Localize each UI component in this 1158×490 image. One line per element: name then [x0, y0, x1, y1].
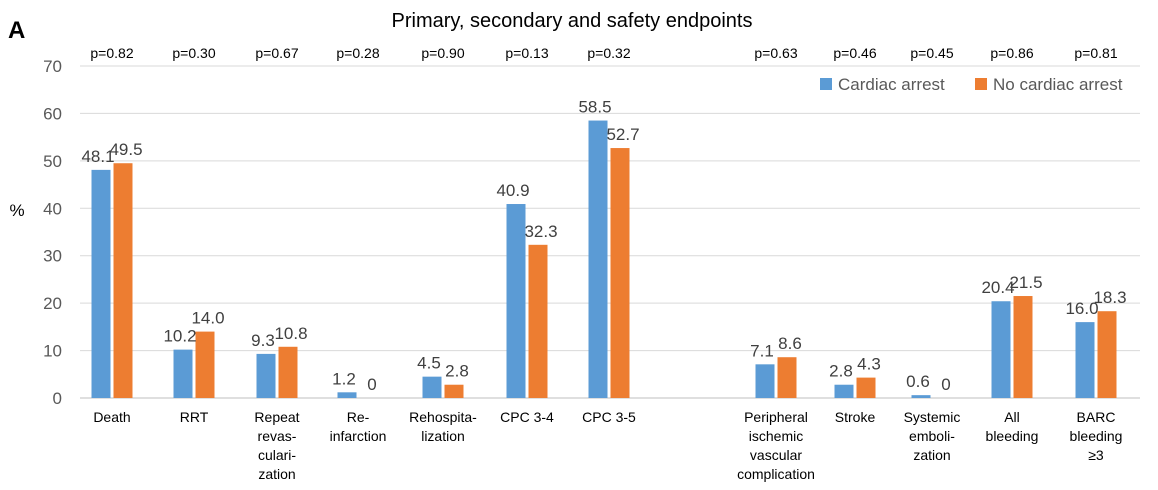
gridlines — [80, 65, 1140, 399]
p-value: p=0.28 — [336, 45, 379, 61]
p-value: p=0.30 — [172, 45, 215, 61]
data-label: 1.2 — [332, 369, 356, 388]
category-label: Rehospita-lization — [409, 409, 477, 444]
p-value: p=0.46 — [833, 45, 876, 61]
bar-cardiac-arrest — [337, 392, 357, 398]
p-values: p=0.82 p=0.30 p=0.67 p=0.28 p=0.90 p=0.13 p=0.… — [90, 45, 1117, 61]
category-label: Death — [93, 409, 130, 425]
p-value: p=0.63 — [754, 45, 797, 61]
bars — [91, 120, 1117, 399]
y-tick-label: 30 — [43, 247, 62, 266]
data-label: 4.5 — [417, 354, 441, 373]
category-label: RRT — [180, 409, 209, 425]
p-value: p=0.45 — [910, 45, 953, 61]
data-label: 21.5 — [1009, 273, 1042, 292]
p-value: p=0.67 — [255, 45, 298, 61]
data-label: 0.6 — [906, 372, 930, 391]
bar-no-cardiac-arrest — [113, 163, 133, 398]
data-label: 58.5 — [578, 98, 611, 117]
bar-no-cardiac-arrest — [528, 244, 548, 398]
bar-cardiac-arrest — [422, 376, 442, 398]
bar-no-cardiac-arrest — [444, 384, 464, 398]
bar-cardiac-arrest — [1075, 322, 1095, 398]
data-label: 4.3 — [857, 355, 881, 374]
category-label: All bleeding — [986, 409, 1039, 444]
category-label: BARC bleeding ≥3 — [1070, 409, 1123, 463]
bar-no-cardiac-arrest — [777, 357, 797, 398]
y-tick-label: 40 — [43, 199, 62, 218]
y-tick-label: 20 — [43, 294, 62, 313]
y-tick-label: 0 — [53, 389, 62, 408]
value-labels: 48.1 10.2 9.3 1.2 4.5 40.9 58.5 7.1 2.8 0.6 20.4 16… — [81, 98, 1126, 394]
bar-cardiac-arrest — [911, 395, 931, 398]
bar-cardiac-arrest — [91, 169, 111, 398]
bar-no-cardiac-arrest — [1013, 296, 1033, 398]
bar-cardiac-arrest — [256, 353, 276, 398]
category-label: Systemic emboli-zation — [904, 409, 961, 463]
data-label: 32.3 — [524, 222, 557, 241]
data-label: 49.5 — [109, 140, 142, 159]
p-value: p=0.90 — [421, 45, 464, 61]
data-label: 9.3 — [251, 331, 275, 350]
bar-no-cardiac-arrest — [856, 377, 876, 398]
category-label: Stroke — [835, 409, 876, 425]
data-label: 40.9 — [496, 181, 529, 200]
p-value: p=0.13 — [505, 45, 548, 61]
y-tick-label: 60 — [43, 104, 62, 123]
category-labels: Death RRT Repeat revas-culari-zation Re-infa… — [93, 409, 1122, 482]
data-label: 20.4 — [981, 278, 1014, 297]
bar-no-cardiac-arrest — [1097, 311, 1117, 398]
bar-cardiac-arrest — [588, 120, 608, 399]
bar-cardiac-arrest — [506, 204, 526, 398]
legend-label: Cardiac arrest — [838, 75, 945, 94]
y-tick-label: 50 — [43, 152, 62, 171]
bar-no-cardiac-arrest — [195, 331, 215, 398]
bar-cardiac-arrest — [834, 384, 854, 398]
bar-no-cardiac-arrest — [610, 148, 630, 398]
data-label: 48.1 — [81, 147, 114, 166]
data-label: 0 — [941, 375, 950, 394]
data-label: 18.3 — [1093, 288, 1126, 307]
category-label: Peripheral ischemic vascular complication — [737, 409, 815, 482]
data-label: 8.6 — [778, 334, 802, 353]
data-label: 0 — [367, 375, 376, 394]
p-value: p=0.86 — [990, 45, 1033, 61]
legend: Cardiac arrest No cardiac arrest — [820, 75, 1123, 94]
data-label: 16.0 — [1065, 299, 1098, 318]
bar-cardiac-arrest — [755, 364, 775, 398]
bar-no-cardiac-arrest — [278, 346, 298, 398]
legend-swatch — [975, 78, 987, 90]
y-axis-ticks: 0 10 20 30 40 50 60 70 — [43, 57, 62, 408]
category-label: Re-infarction — [330, 409, 387, 444]
data-label: 10.8 — [274, 324, 307, 343]
y-tick-label: 10 — [43, 342, 62, 361]
p-value: p=0.82 — [90, 45, 133, 61]
data-label: 2.8 — [445, 362, 469, 381]
data-label: 10.2 — [163, 327, 196, 346]
legend-label: No cardiac arrest — [993, 75, 1123, 94]
category-label: Repeat revas-culari-zation — [254, 409, 299, 482]
p-value: p=0.81 — [1074, 45, 1117, 61]
bar-cardiac-arrest — [173, 349, 193, 398]
data-label: 2.8 — [829, 362, 853, 381]
legend-swatch — [820, 78, 832, 90]
y-tick-label: 70 — [43, 57, 62, 76]
p-value: p=0.32 — [587, 45, 630, 61]
panel-label: A — [8, 17, 25, 44]
data-label: 14.0 — [191, 309, 224, 328]
category-label: CPC 3-4 — [500, 409, 554, 425]
data-label: 7.1 — [750, 341, 774, 360]
category-label: CPC 3-5 — [582, 409, 636, 425]
bar-cardiac-arrest — [991, 301, 1011, 398]
chart-title: Primary, secondary and safety endpoints — [392, 10, 753, 32]
y-axis-label: % — [9, 201, 24, 220]
data-label: 52.7 — [606, 125, 639, 144]
